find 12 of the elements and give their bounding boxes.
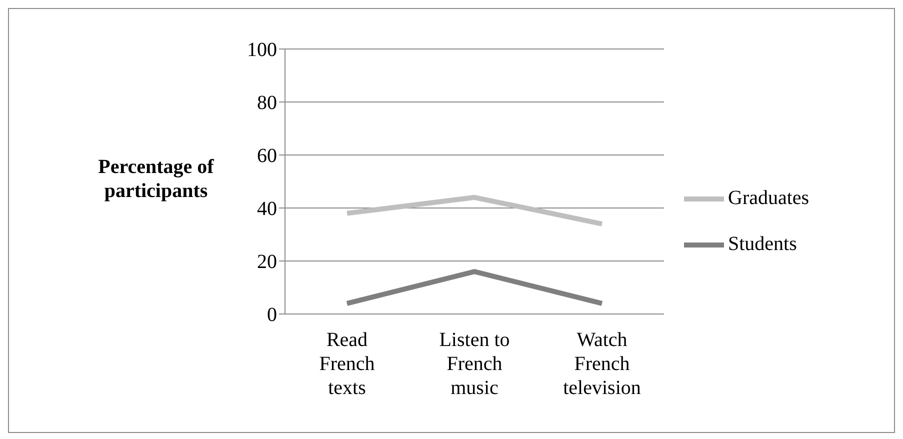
- y-tick-label: 60: [257, 145, 277, 168]
- legend-label: Students: [728, 232, 797, 254]
- x-tick-label: Listen to French music: [439, 329, 510, 399]
- y-tick-label: 20: [257, 251, 277, 274]
- y-axis-title: Percentage of participants: [97, 155, 215, 203]
- legend-label: Graduates: [728, 186, 810, 208]
- x-tick-label: Watch French television: [563, 329, 641, 399]
- y-tick-label: 100: [247, 39, 277, 62]
- y-tick-label: 40: [257, 198, 277, 220]
- x-tick-label: Read French texts: [319, 329, 375, 399]
- y-tick-label: 0: [267, 304, 277, 326]
- y-tick-label: 80: [257, 92, 277, 114]
